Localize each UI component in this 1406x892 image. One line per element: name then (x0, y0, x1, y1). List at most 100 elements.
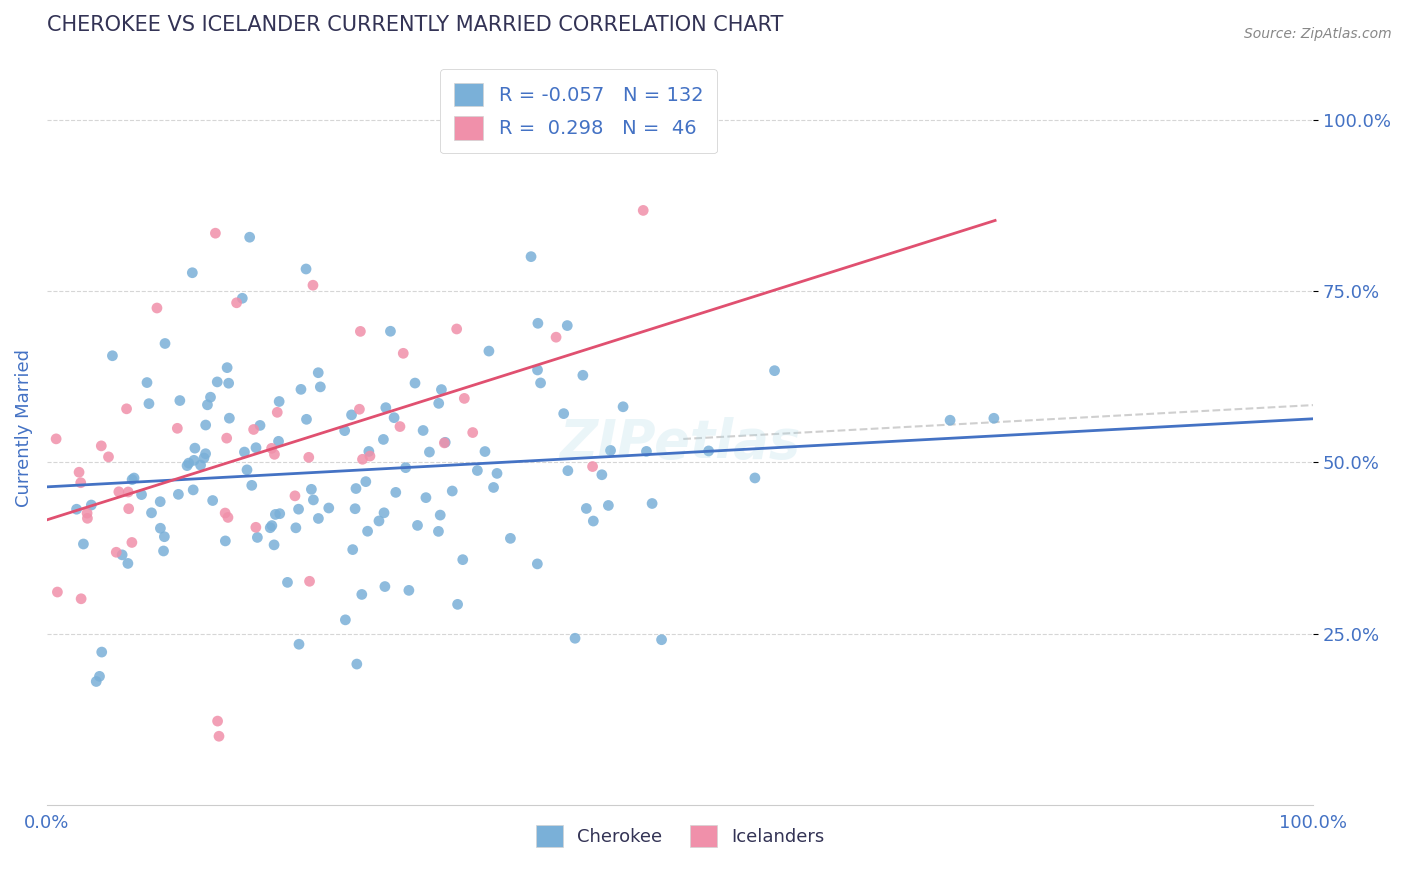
Point (76, 506, 98, 520)
Point (80, 498, 103, 512)
Point (612, 400, 634, 414)
Point (200, 390, 222, 404)
Point (572, 368, 595, 383)
Point (564, 632, 586, 646)
Point (302, 492, 325, 507)
Point (45, 432, 67, 446)
Point (546, 330, 568, 344)
Point (415, 491, 437, 505)
Point (356, 524, 378, 539)
Point (197, 398, 219, 412)
Point (298, 574, 321, 589)
Point (242, 422, 264, 436)
Point (111, 548, 134, 562)
Point (485, 467, 508, 481)
Point (284, 521, 307, 535)
Point (418, 445, 440, 459)
Point (193, 450, 215, 465)
Point (72, 537, 94, 551)
Point (318, 501, 340, 516)
Point (575, 501, 598, 516)
Point (181, 483, 204, 497)
Point (260, 518, 283, 533)
Point (233, 445, 256, 459)
Point (84, 674, 107, 689)
Point (138, 397, 160, 411)
Text: ZIPetlas: ZIPetlas (560, 417, 800, 469)
Point (89, 669, 111, 683)
Point (406, 518, 429, 533)
Point (118, 501, 141, 516)
Point (177, 456, 200, 470)
Point (231, 291, 253, 305)
Point (167, 487, 190, 501)
Point (65, 502, 87, 516)
Point (373, 433, 395, 447)
Point (264, 508, 287, 522)
Point (269, 507, 291, 521)
Point (744, 471, 766, 485)
Point (67, 465, 90, 479)
Point (184, 441, 207, 455)
Point (176, 458, 198, 473)
Point (388, 419, 411, 434)
Point (461, 425, 484, 440)
Point (136, 376, 159, 390)
Point (599, 443, 621, 458)
Text: Source: ZipAtlas.com: Source: ZipAtlas.com (1244, 27, 1392, 41)
Point (983, 411, 1005, 425)
Point (441, 483, 464, 498)
Point (239, 230, 262, 244)
Point (117, 485, 139, 500)
Point (380, 324, 402, 338)
Point (105, 545, 128, 559)
Point (249, 418, 271, 433)
Point (350, 587, 373, 601)
Point (240, 478, 263, 492)
Point (359, 449, 381, 463)
Point (526, 557, 548, 571)
Point (446, 322, 468, 336)
Point (181, 266, 204, 280)
Point (429, 508, 451, 522)
Point (357, 444, 380, 458)
Point (555, 318, 578, 333)
Point (392, 346, 415, 360)
Point (641, 496, 664, 510)
Point (553, 407, 575, 421)
Point (939, 413, 962, 427)
Point (582, 514, 605, 528)
Point (290, 383, 312, 397)
Point (101, 349, 124, 363)
Point (598, 499, 620, 513)
Point (214, 533, 236, 548)
Point (70, 591, 93, 606)
Point (398, 583, 420, 598)
Point (529, 376, 551, 390)
Point (266, 405, 288, 419)
Point (260, 442, 283, 456)
Point (153, 336, 176, 351)
Point (217, 360, 239, 375)
Point (208, 729, 231, 743)
Point (307, 366, 329, 380)
Point (335, 613, 357, 627)
Point (76, 511, 98, 525)
Point (467, 463, 489, 477)
Point (183, 453, 205, 467)
Point (453, 392, 475, 406)
Point (433, 436, 456, 450)
Point (46, 585, 69, 599)
Point (269, 394, 291, 409)
Point (307, 511, 329, 525)
Point (526, 363, 548, 377)
Point (651, 632, 673, 647)
Point (591, 467, 613, 482)
Point (153, 530, 176, 544)
Point (344, 482, 367, 496)
Point (218, 411, 240, 425)
Point (214, 506, 236, 520)
Point (354, 475, 377, 489)
Point (122, 471, 145, 485)
Point (190, 458, 212, 472)
